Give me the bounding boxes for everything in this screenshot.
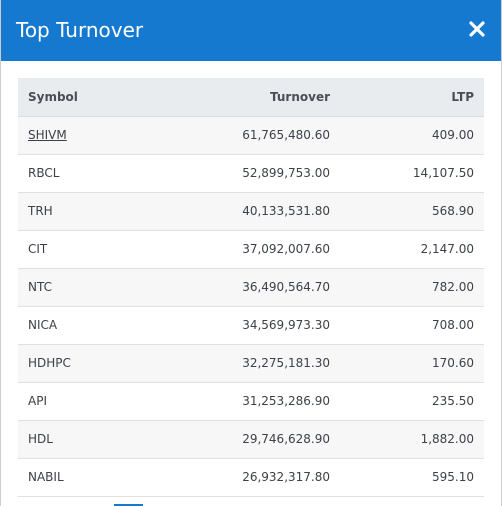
turnover-cell: 32,275,181.30 xyxy=(158,344,330,383)
ltp-cell: 708.00 xyxy=(330,306,484,345)
turnover-cell: 26,932,317.80 xyxy=(158,458,330,497)
column-header-ltp[interactable]: LTP xyxy=(330,78,484,117)
table-row: HDHPC 32,275,181.30 170.60 xyxy=(18,344,484,383)
table-row: HDL 29,746,628.90 1,882.00 xyxy=(18,420,484,459)
turnover-cell: 29,746,628.90 xyxy=(158,420,330,459)
table-row: API 31,253,286.90 235.50 xyxy=(18,382,484,421)
symbol-cell[interactable]: HDHPC xyxy=(18,344,158,383)
turnover-cell: 61,765,480.60 xyxy=(158,116,330,155)
modal-title: Top Turnover xyxy=(16,18,144,42)
column-header-symbol[interactable]: Symbol xyxy=(18,78,158,117)
symbol-cell[interactable]: TRH xyxy=(18,192,158,231)
turnover-cell: 36,490,564.70 xyxy=(158,268,330,307)
symbol-cell[interactable]: NICA xyxy=(18,306,158,345)
column-header-turnover[interactable]: Turnover xyxy=(158,78,330,117)
table-row: SHIVM 61,765,480.60 409.00 xyxy=(18,116,484,155)
table-row: TRH 40,133,531.80 568.90 xyxy=(18,192,484,231)
symbol-cell[interactable]: HDL xyxy=(18,420,158,459)
table-row: NICA 34,569,973.30 708.00 xyxy=(18,306,484,345)
table-row: CIT 37,092,007.60 2,147.00 xyxy=(18,230,484,269)
symbol-cell[interactable]: API xyxy=(18,382,158,421)
close-button[interactable] xyxy=(467,19,487,39)
ltp-cell: 2,147.00 xyxy=(330,230,484,269)
symbol-cell[interactable]: NTC xyxy=(18,268,158,307)
turnover-cell: 40,133,531.80 xyxy=(158,192,330,231)
ltp-cell: 568.90 xyxy=(330,192,484,231)
ltp-cell: 14,107.50 xyxy=(330,154,484,193)
turnover-table: Symbol Turnover LTP SHIVM 61,765,480.60 … xyxy=(18,78,484,497)
ltp-cell: 235.50 xyxy=(330,382,484,421)
symbol-cell[interactable]: NABIL xyxy=(18,458,158,497)
turnover-table-container: Symbol Turnover LTP SHIVM 61,765,480.60 … xyxy=(18,78,484,497)
ltp-cell: 170.60 xyxy=(330,344,484,383)
turnover-cell: 31,253,286.90 xyxy=(158,382,330,421)
ltp-cell: 782.00 xyxy=(330,268,484,307)
symbol-cell[interactable]: RBCL xyxy=(18,154,158,193)
modal-header: Top Turnover xyxy=(1,0,501,61)
ltp-cell: 1,882.00 xyxy=(330,420,484,459)
turnover-cell: 34,569,973.30 xyxy=(158,306,330,345)
table-row: RBCL 52,899,753.00 14,107.50 xyxy=(18,154,484,193)
table-header-row: Symbol Turnover LTP xyxy=(18,78,484,117)
close-icon xyxy=(469,21,485,37)
table-row: NTC 36,490,564.70 782.00 xyxy=(18,268,484,307)
symbol-cell: SHIVM xyxy=(18,116,158,155)
symbol-link[interactable]: SHIVM xyxy=(28,128,67,142)
ltp-cell: 409.00 xyxy=(330,116,484,155)
table-row: NABIL 26,932,317.80 595.10 xyxy=(18,458,484,497)
symbol-cell[interactable]: CIT xyxy=(18,230,158,269)
turnover-cell: 52,899,753.00 xyxy=(158,154,330,193)
scroll-indicator[interactable] xyxy=(114,504,143,506)
turnover-cell: 37,092,007.60 xyxy=(158,230,330,269)
ltp-cell: 595.10 xyxy=(330,458,484,497)
